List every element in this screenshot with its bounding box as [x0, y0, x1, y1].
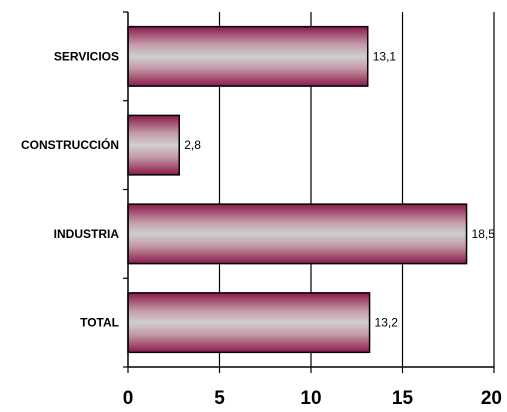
- value-label-industria: 18,5: [472, 227, 496, 241]
- value-label-servicios: 13,1: [373, 49, 397, 63]
- x-tick-labels: 0 5 10 15 20: [123, 388, 502, 409]
- x-tick-label-3: 15: [392, 388, 414, 409]
- value-label-total: 13,2: [375, 316, 399, 330]
- category-label-construcción: CONSTRUCCIÓN: [21, 137, 119, 152]
- x-tick-label-0: 0: [123, 388, 134, 409]
- value-label-construcción: 2,8: [184, 138, 201, 152]
- category-label-industria: INDUSTRIA: [54, 227, 120, 241]
- bar-total: [127, 292, 371, 354]
- x-tick-label-4: 20: [481, 388, 502, 409]
- bar-servicios: [127, 25, 369, 87]
- value-labels: 13,1 2,8 18,5 13,2: [184, 49, 495, 329]
- axes: [123, 11, 495, 373]
- x-tick-label-1: 5: [214, 388, 225, 409]
- bar-construcción: [127, 114, 180, 176]
- category-labels: SERVICIOS CONSTRUCCIÓN INDUSTRIA TOTAL: [21, 49, 119, 329]
- bar-industria: [127, 203, 468, 265]
- x-tick-label-2: 10: [300, 388, 321, 409]
- category-label-total: TOTAL: [80, 316, 119, 330]
- bars: [127, 25, 468, 354]
- category-label-servicios: SERVICIOS: [54, 49, 119, 63]
